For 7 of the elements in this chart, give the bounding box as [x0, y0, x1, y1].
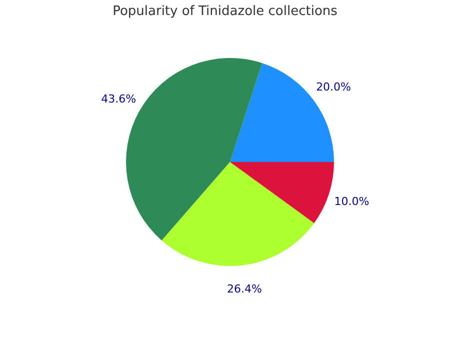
data-label: 20.0% — [316, 80, 352, 94]
data-label: 10.0% — [334, 195, 370, 208]
pie-slice — [162, 162, 314, 266]
data-label: 43.6% — [101, 92, 136, 106]
pie-slice — [230, 162, 334, 224]
data-label: 26.4% — [226, 282, 262, 296]
chart-title: Popularity of Tinidazole collections — [112, 4, 338, 19]
